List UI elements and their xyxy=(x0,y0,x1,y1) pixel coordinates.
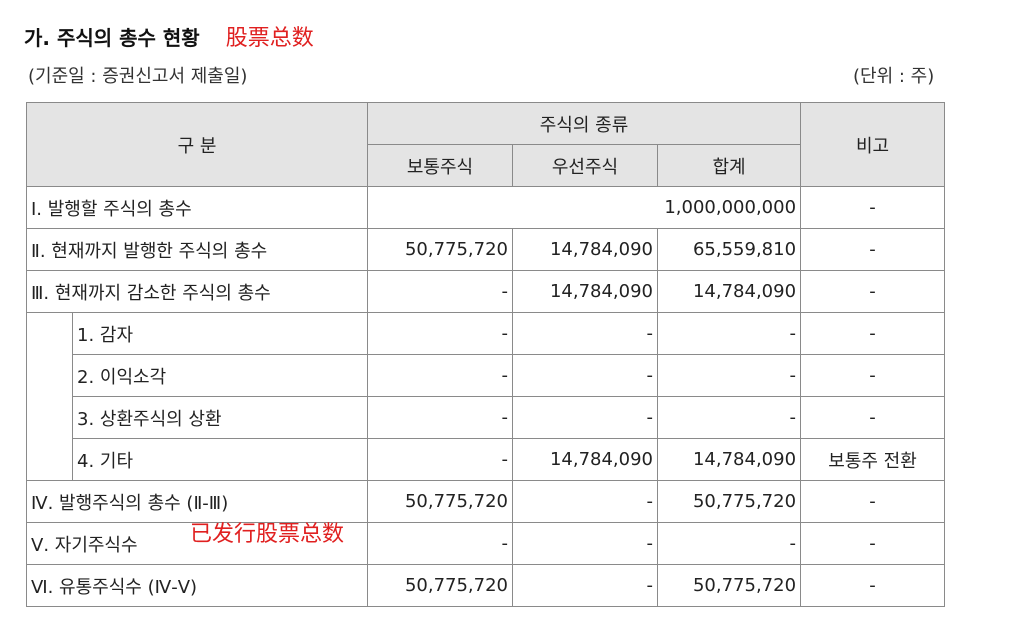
preferred-value: - xyxy=(512,312,658,355)
row-label: 1. 감자 xyxy=(72,312,368,355)
title-row: 가. 주식의 총수 현황 股票总数 xyxy=(24,20,314,52)
row-remark: - xyxy=(800,564,946,607)
table-row: Ⅳ. 발행주식의 총수 (Ⅱ-Ⅲ) 50,775,720 - 50,775,72… xyxy=(26,480,946,523)
header-preferred-stock: 우선주식 xyxy=(512,144,658,187)
total-value: 14,784,090 xyxy=(656,270,802,313)
table-row: Ⅰ. 발행할 주식의 총수 1,000,000,000 - xyxy=(26,186,946,229)
indent-spacer xyxy=(26,312,73,481)
row-label: Ⅴ. 자기주식수 xyxy=(26,522,368,565)
header-total: 합계 xyxy=(656,144,802,187)
common-value: - xyxy=(367,396,513,439)
common-value: - xyxy=(367,312,513,355)
total-value: 65,559,810 xyxy=(656,228,802,271)
row-label: Ⅵ. 유통주식수 (Ⅳ-Ⅴ) xyxy=(26,564,368,607)
preferred-value: 14,784,090 xyxy=(512,270,658,313)
handwritten-note-issued-shares: 已发行股票总数 xyxy=(190,522,345,547)
row-remark: - xyxy=(800,270,946,313)
table-row: 3. 상환주식의 상환 - - - - xyxy=(27,396,946,439)
common-value: 50,775,720 xyxy=(367,564,513,607)
row-label: Ⅲ. 현재까지 감소한 주식의 총수 xyxy=(26,270,368,313)
row-label: Ⅱ. 현재까지 발행한 주식의 총수 xyxy=(26,228,368,271)
preferred-value: - xyxy=(512,396,658,439)
total-value: 14,784,090 xyxy=(656,438,802,481)
row-label: 2. 이익소각 xyxy=(72,354,368,397)
preferred-value: - xyxy=(512,564,658,607)
unit-text: (단위 : 주) xyxy=(853,66,935,87)
authorized-shares-value: 1,000,000,000 xyxy=(366,186,802,229)
preferred-value: - xyxy=(512,354,658,397)
common-value: - xyxy=(367,522,513,565)
header-category: 구 분 xyxy=(26,102,368,187)
table-row: 1. 감자 - - - - xyxy=(26,312,946,481)
table-row: Ⅲ. 현재까지 감소한 주식의 총수 - 14,784,090 14,784,0… xyxy=(26,270,946,313)
table-row: 2. 이익소각 - - - - xyxy=(27,354,946,397)
common-value: - xyxy=(367,354,513,397)
row-label: Ⅰ. 발행할 주식의 총수 xyxy=(26,186,368,229)
row-remark: - xyxy=(800,354,946,397)
preferred-value: - xyxy=(512,522,658,565)
row-label: 4. 기타 xyxy=(72,438,368,481)
row-label: Ⅳ. 발행주식의 총수 (Ⅱ-Ⅲ) xyxy=(26,480,368,523)
preferred-value: - xyxy=(512,480,658,523)
handwritten-note-total-shares: 股票总数 xyxy=(225,26,314,51)
row-remark: - xyxy=(800,186,946,229)
section-title: 가. 주식의 총수 현황 xyxy=(24,26,200,50)
table-row: Ⅴ. 자기주식수 - - - - xyxy=(26,522,946,565)
row-remark: - xyxy=(800,396,946,439)
row-remark: - xyxy=(800,228,946,271)
row-remark: - xyxy=(800,480,946,523)
common-value: - xyxy=(367,270,513,313)
common-value: 50,775,720 xyxy=(367,480,513,523)
common-value: - xyxy=(367,438,513,481)
total-value: - xyxy=(656,312,802,355)
preferred-value: 14,784,090 xyxy=(512,438,658,481)
header-remark: 비고 xyxy=(800,102,946,187)
total-value: 50,775,720 xyxy=(656,480,802,523)
common-value: 50,775,720 xyxy=(367,228,513,271)
header-common-stock: 보통주식 xyxy=(367,144,513,187)
row-remark: 보통주 전환 xyxy=(800,438,946,481)
basis-date-text: (기준일 : 증권신고서 제출일) xyxy=(28,66,248,87)
table-row: Ⅵ. 유통주식수 (Ⅳ-Ⅴ) 50,775,720 - 50,775,720 - xyxy=(26,564,946,607)
share-count-table: 구 분 주식의 종류 비고 보통주식 우선주식 합계 Ⅰ. 발행할 주식의 총수… xyxy=(26,102,946,607)
total-value: - xyxy=(656,522,802,565)
row-remark: - xyxy=(800,312,946,355)
table-row: 4. 기타 - 14,784,090 14,784,090 보통주 전환 xyxy=(27,438,946,481)
row-remark: - xyxy=(800,522,946,565)
total-value: 50,775,720 xyxy=(656,564,802,607)
total-value: - xyxy=(656,396,802,439)
total-value: - xyxy=(656,354,802,397)
row-label: 3. 상환주식의 상환 xyxy=(72,396,368,439)
table-row: Ⅱ. 현재까지 발행한 주식의 총수 50,775,720 14,784,090… xyxy=(26,228,946,271)
preferred-value: 14,784,090 xyxy=(512,228,658,271)
header-stock-type: 주식의 종류 xyxy=(366,102,802,145)
